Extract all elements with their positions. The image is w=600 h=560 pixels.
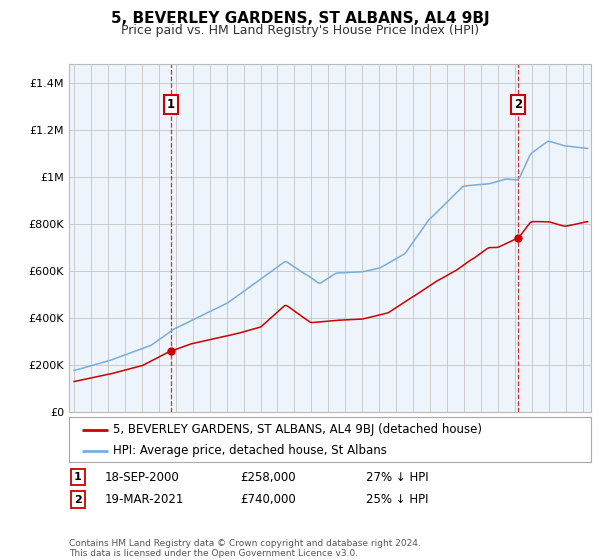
Text: 2: 2 — [74, 494, 82, 505]
Text: Contains HM Land Registry data © Crown copyright and database right 2024.
This d: Contains HM Land Registry data © Crown c… — [69, 539, 421, 558]
Text: 18-SEP-2000: 18-SEP-2000 — [105, 470, 180, 484]
Text: 5, BEVERLEY GARDENS, ST ALBANS, AL4 9BJ (detached house): 5, BEVERLEY GARDENS, ST ALBANS, AL4 9BJ … — [113, 423, 482, 436]
Text: 25% ↓ HPI: 25% ↓ HPI — [366, 493, 428, 506]
Text: HPI: Average price, detached house, St Albans: HPI: Average price, detached house, St A… — [113, 444, 387, 458]
Text: 2: 2 — [514, 98, 523, 111]
Point — [166, 347, 176, 356]
Point — [514, 234, 523, 242]
Text: 19-MAR-2021: 19-MAR-2021 — [105, 493, 184, 506]
Text: £258,000: £258,000 — [240, 470, 296, 484]
Text: Price paid vs. HM Land Registry's House Price Index (HPI): Price paid vs. HM Land Registry's House … — [121, 24, 479, 36]
Text: £740,000: £740,000 — [240, 493, 296, 506]
Text: 1: 1 — [167, 98, 175, 111]
Text: 5, BEVERLEY GARDENS, ST ALBANS, AL4 9BJ: 5, BEVERLEY GARDENS, ST ALBANS, AL4 9BJ — [110, 11, 490, 26]
Text: 1: 1 — [74, 472, 82, 482]
Text: 27% ↓ HPI: 27% ↓ HPI — [366, 470, 428, 484]
